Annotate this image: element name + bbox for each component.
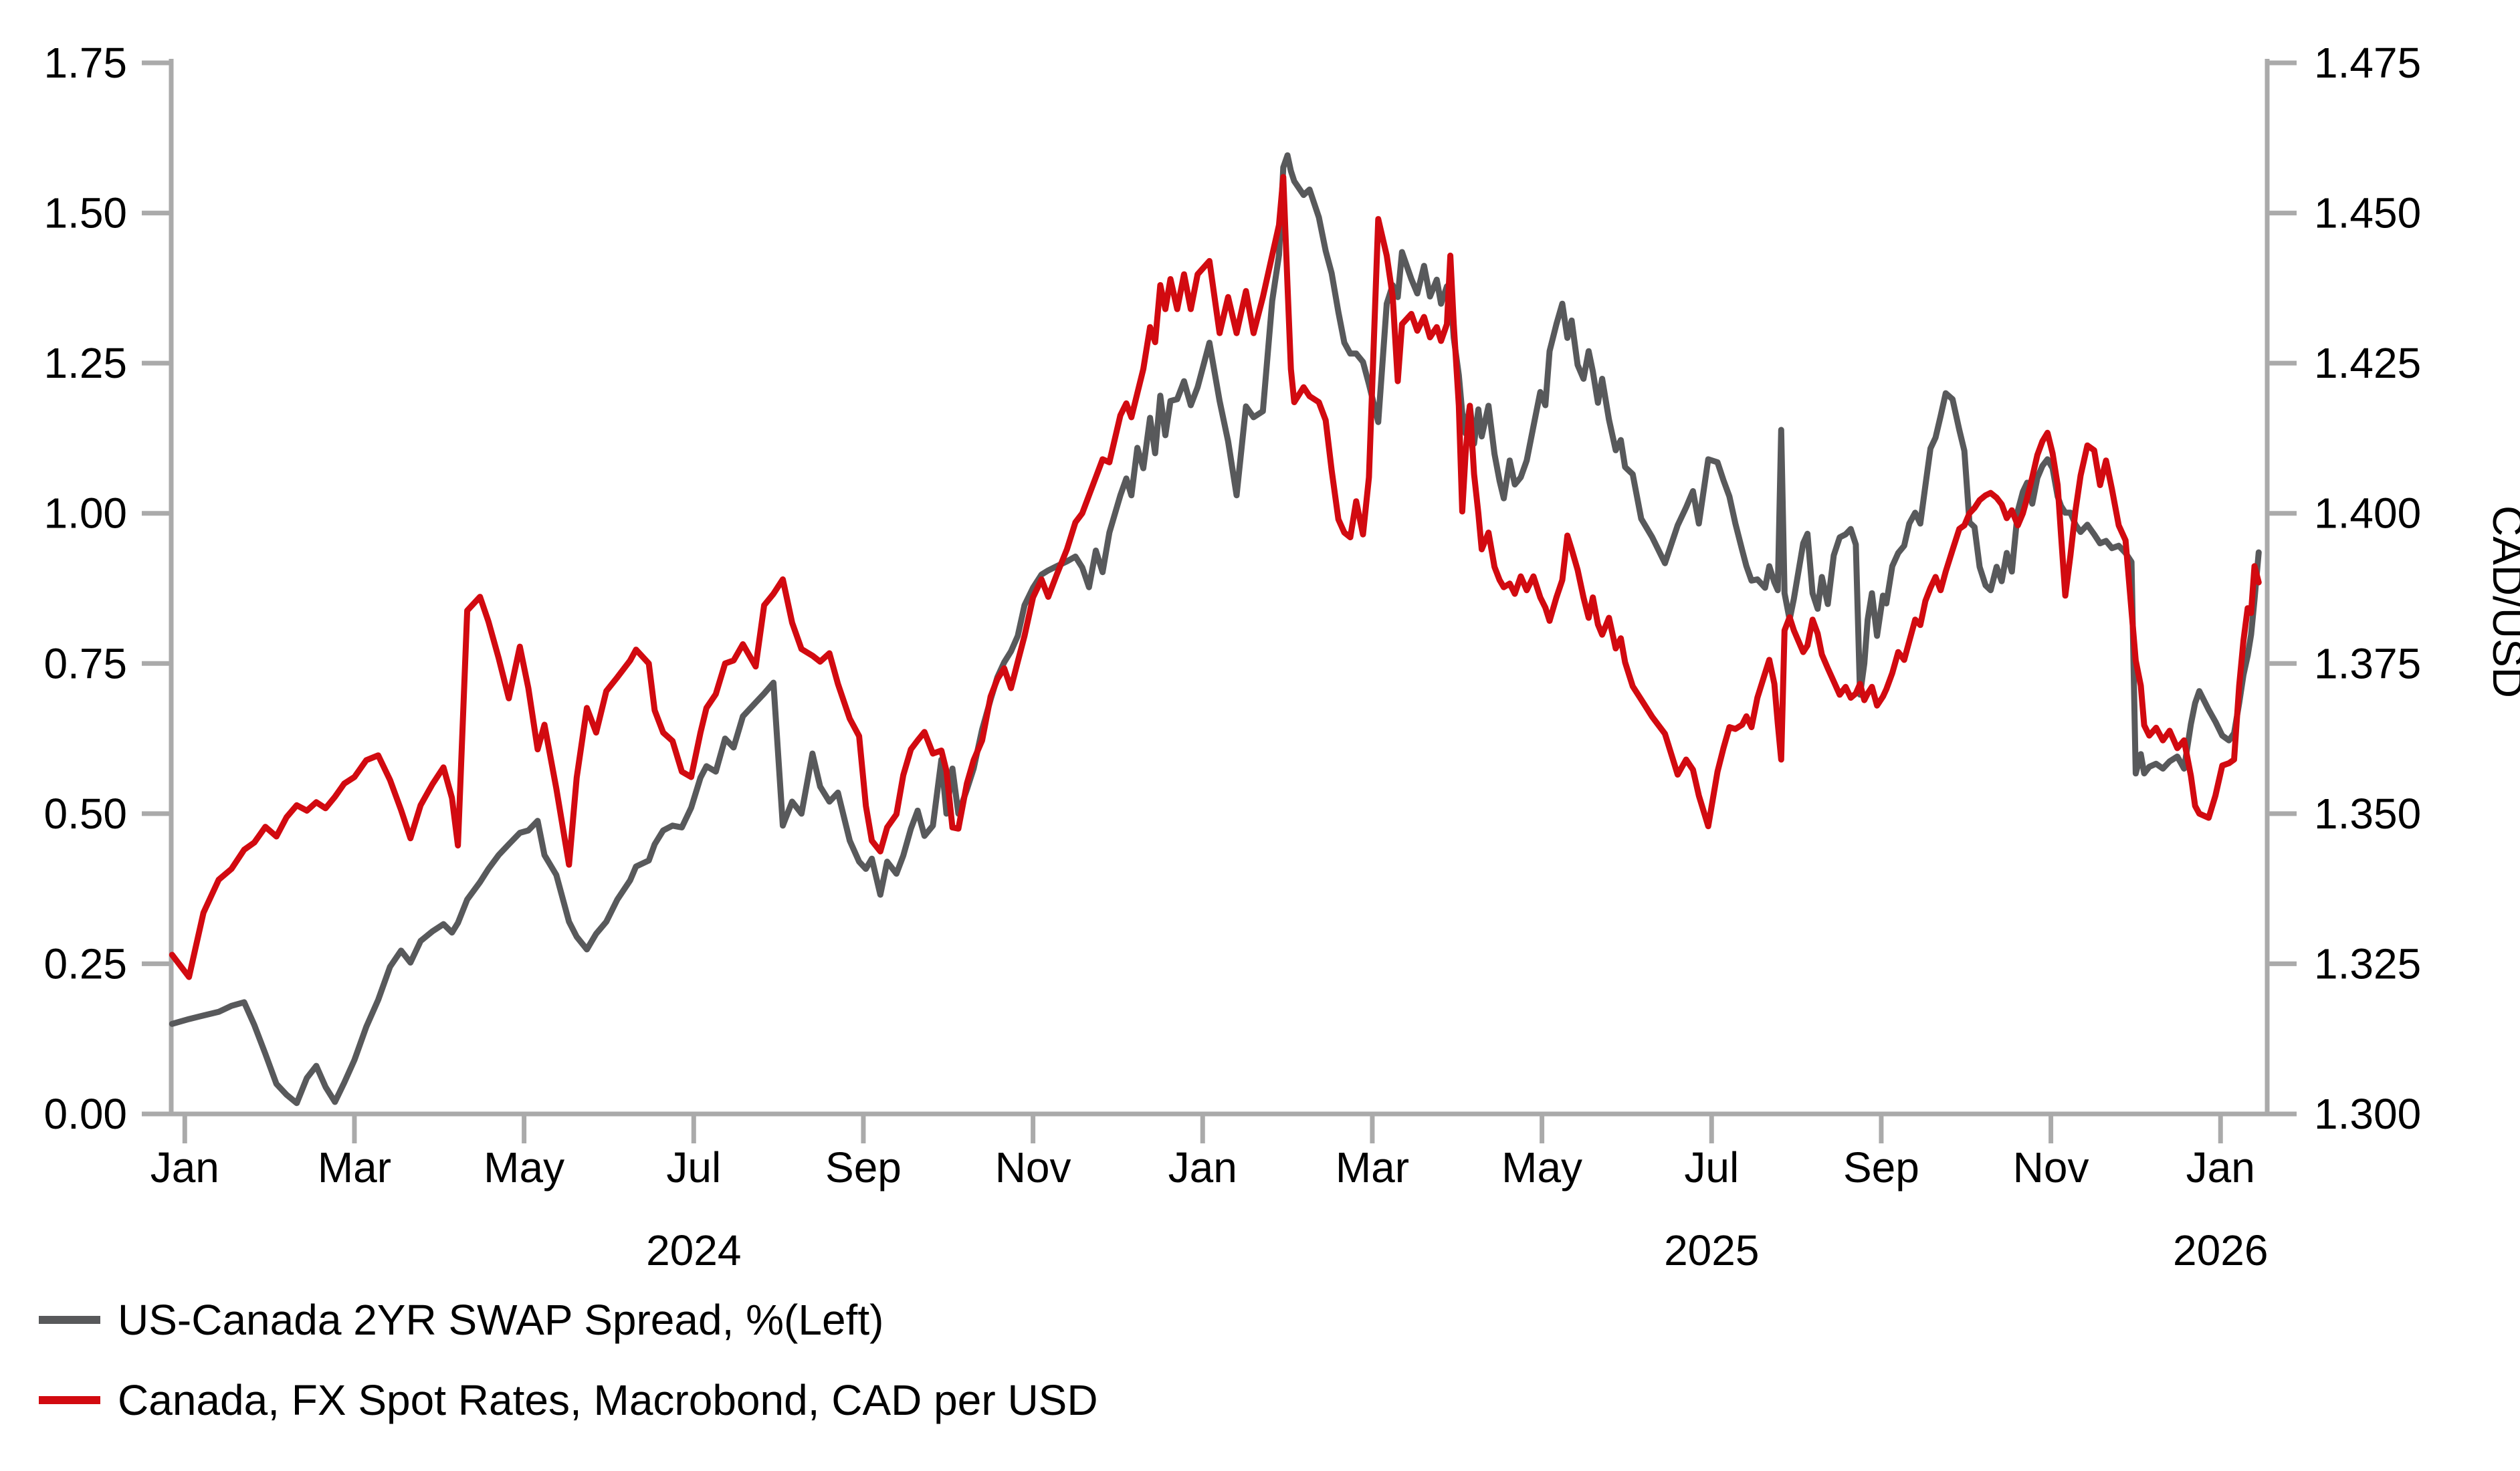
- left-tick-label-0.00: 0.00: [43, 1090, 127, 1138]
- left-tick-label-1.00: 1.00: [43, 489, 127, 538]
- x-tick-label-Sep-4: Sep: [825, 1143, 902, 1192]
- left-tick-label-0.50: 0.50: [43, 790, 127, 838]
- swap-spread-legend-label: US-Canada 2YR SWAP Spread, %(Left): [118, 1296, 883, 1344]
- x-tick-label-Jan-0: Jan: [150, 1143, 219, 1192]
- x-tick-label-Jul-9: Jul: [1684, 1143, 1739, 1192]
- year-label-2025: 2025: [1664, 1226, 1759, 1274]
- right-tick-label-1.400: 1.400: [2314, 489, 2421, 538]
- left-axis-ticks: [142, 60, 171, 1117]
- x-tick-label-Mar-7: Mar: [1336, 1143, 1409, 1192]
- x-tick-label-May-2: May: [484, 1143, 564, 1192]
- x-tick-label-Nov-11: Nov: [2013, 1143, 2089, 1192]
- left-tick-label-1.50: 1.50: [43, 189, 127, 237]
- x-axis-month-labels: Jan Mar May Jul Sep Nov Jan Mar May Jul Sep Nov Jan: [150, 1143, 2255, 1192]
- x-tick-label-Nov-5: Nov: [995, 1143, 1071, 1192]
- x-tick-label-Sep-10: Sep: [1843, 1143, 1919, 1192]
- series-group: [169, 152, 2262, 1107]
- x-tick-label-Jan-6: Jan: [1168, 1143, 1237, 1192]
- x-tick-label-Jul-3: Jul: [666, 1143, 721, 1192]
- right-tick-label-1.375: 1.375: [2314, 639, 2421, 687]
- x-tick-label-Jan-12: Jan: [2186, 1143, 2255, 1192]
- left-axis-labels: 0.00 0.25 0.50 0.75 1.00 1.25 1.50 1.75: [43, 39, 127, 1138]
- x-tick-label-Mar-1: Mar: [318, 1143, 391, 1192]
- x-axis-ticks: [182, 1114, 2223, 1143]
- x-axis-year-labels: 2024 2025 2026: [646, 1226, 2268, 1274]
- axes: [169, 59, 2270, 1117]
- right-tick-label-1.300: 1.300: [2314, 1090, 2421, 1138]
- x-tick-label-May-8: May: [1501, 1143, 1582, 1192]
- cad-usd-legend-label: Canada, FX Spot Rates, Macrobond, CAD pe…: [118, 1376, 1098, 1424]
- right-tick-label-1.325: 1.325: [2314, 939, 2421, 988]
- year-label-2024: 2024: [646, 1226, 741, 1274]
- left-tick-label-0.75: 0.75: [43, 639, 127, 687]
- right-axis-ticks: [2267, 60, 2297, 1117]
- right-axis-title: CAD/USD: [2484, 505, 2520, 698]
- left-tick-label-0.25: 0.25: [43, 939, 127, 988]
- right-tick-label-1.425: 1.425: [2314, 339, 2421, 387]
- legend: US-Canada 2YR SWAP Spread, %(Left) Canad…: [39, 1296, 1098, 1424]
- right-tick-label-1.475: 1.475: [2314, 39, 2421, 87]
- left-tick-label-1.75: 1.75: [43, 39, 127, 87]
- swap-spread-line: [169, 152, 2262, 1107]
- year-label-2026: 2026: [2173, 1226, 2268, 1274]
- cad-usd-fx-line: [169, 174, 2262, 980]
- left-tick-label-1.25: 1.25: [43, 339, 127, 387]
- right-tick-label-1.350: 1.350: [2314, 790, 2421, 838]
- right-axis-labels: 1.300 1.325 1.350 1.375 1.400 1.425 1.450 1.475: [2314, 39, 2421, 1138]
- right-tick-label-1.450: 1.450: [2314, 189, 2421, 237]
